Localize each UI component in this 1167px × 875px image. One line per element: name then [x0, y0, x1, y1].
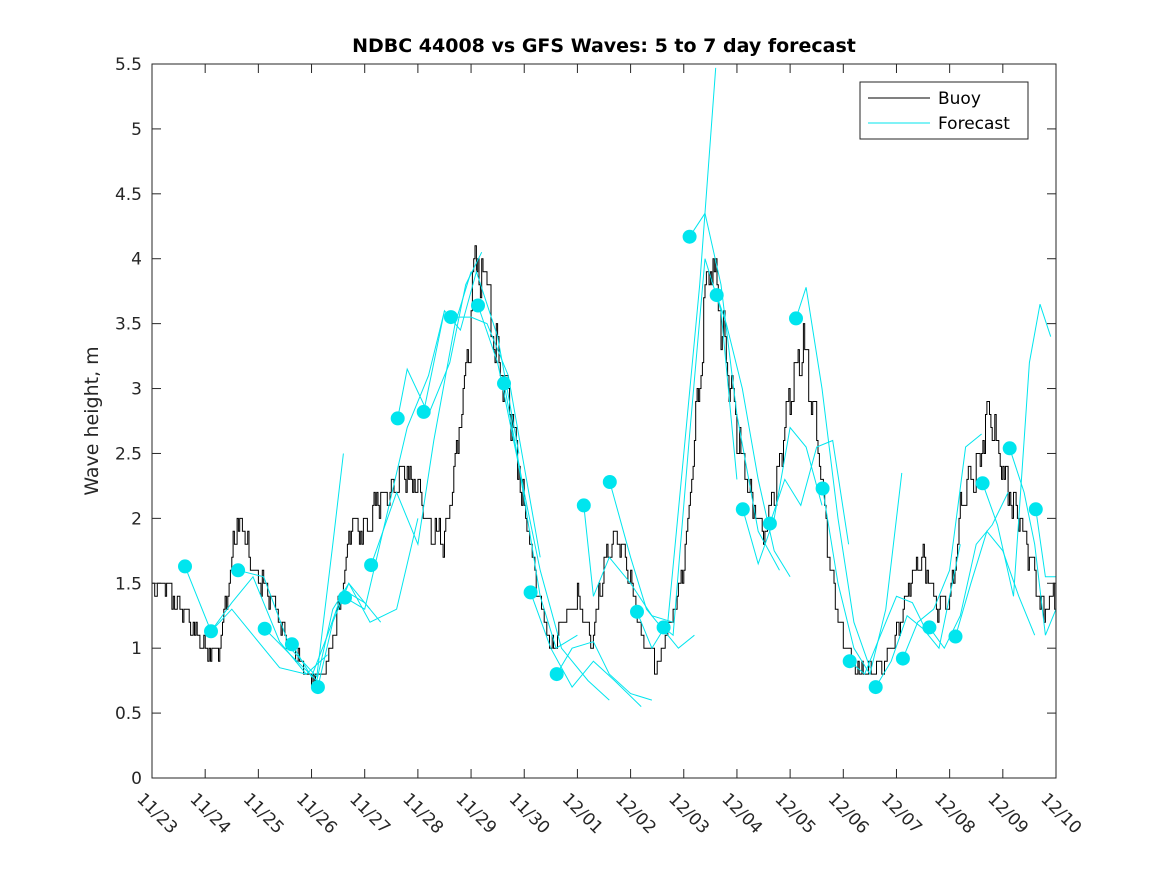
forecast-line-33 [1035, 509, 1056, 578]
forecast-line-4 [264, 582, 371, 682]
forecast-marker-18 [630, 604, 644, 619]
forecast-marker-8 [364, 558, 379, 573]
forecast-line-16 [583, 505, 674, 623]
forecast-marker-19 [656, 620, 671, 635]
y-tick-label: 0.5 [115, 704, 142, 724]
forecast-line-19 [663, 258, 738, 637]
forecast-line-8 [370, 271, 472, 566]
forecast-line-21 [716, 294, 791, 578]
forecast-line-15 [556, 641, 653, 701]
forecast-marker-1 [178, 559, 192, 574]
forecast-marker-29 [922, 620, 937, 635]
forecast-marker-26 [842, 654, 857, 669]
forecast-line-32 [1009, 448, 1056, 636]
forecast-line-11 [450, 316, 541, 558]
forecast-line-28 [902, 433, 982, 659]
legend-buoy-label: Buoy [938, 89, 981, 109]
forecast-line-9 [397, 251, 483, 419]
forecast-marker-27 [868, 680, 883, 695]
forecast-line-22 [742, 426, 823, 566]
forecast-line-17 [609, 481, 695, 649]
forecast-marker-32 [1002, 441, 1017, 456]
y-tick-label: 5 [131, 120, 142, 140]
forecast-line-7 [344, 310, 445, 610]
forecast-marker-28 [895, 651, 910, 666]
forecast-marker-33 [1028, 502, 1043, 517]
forecast-line-3 [237, 453, 344, 678]
forecast-marker-3 [231, 563, 246, 578]
y-tick-label: 1.5 [115, 574, 142, 594]
chart-title: NDBC 44008 vs GFS Waves: 5 to 7 day fore… [352, 35, 856, 57]
forecast-line-12 [477, 305, 578, 649]
forecast-marker-16 [576, 498, 591, 513]
axes-box [151, 63, 1057, 779]
forecast-marker-23 [762, 516, 777, 531]
forecast-line-26 [849, 595, 929, 675]
y-tick-label: 5.5 [115, 55, 142, 75]
forecast-line-2 [210, 575, 328, 675]
forecast-marker-9 [390, 411, 405, 426]
forecast-marker-4 [257, 621, 272, 636]
forecast-marker-7 [338, 590, 352, 605]
y-tick-label: 1 [131, 639, 142, 659]
y-axis-label: Wave height, m [81, 346, 103, 495]
forecast-line-29 [928, 492, 1009, 650]
forecast-marker-6 [310, 680, 325, 695]
y-tick-label: 4.5 [115, 185, 142, 205]
forecast-marker-30 [948, 629, 963, 644]
forecast-marker-2 [204, 624, 218, 639]
y-tick-label: 4 [131, 250, 142, 270]
forecast-marker-21 [709, 288, 724, 303]
forecast-marker-5 [284, 637, 299, 652]
forecast-marker-20 [682, 229, 697, 244]
forecast-marker-15 [549, 667, 564, 682]
legend-forecast-label: Forecast [938, 114, 1010, 134]
forecast-marker-11 [443, 310, 458, 325]
forecast-line-27 [875, 544, 961, 688]
forecast-line-30 [955, 530, 1036, 637]
y-tick-label: 0 [131, 769, 142, 789]
forecast-line-24 [795, 287, 871, 668]
buoy-line [152, 245, 1056, 688]
forecast-line-23 [769, 439, 850, 545]
y-tick-label: 3.5 [115, 315, 142, 335]
y-tick-label: 3 [131, 380, 142, 400]
forecast-line-1 [184, 566, 307, 675]
forecast-marker-25 [815, 481, 830, 496]
forecast-line-10 [423, 269, 520, 454]
forecast-line-20 [689, 212, 780, 571]
y-tick-label: 2 [131, 509, 142, 529]
legend: Buoy Forecast [859, 81, 1029, 140]
forecast-marker-24 [789, 311, 803, 326]
legend-box [859, 81, 1029, 140]
forecast-marker-31 [975, 476, 990, 491]
forecast-marker-13 [497, 376, 511, 391]
forecast-line-13 [503, 383, 610, 701]
forecast-marker-17 [602, 475, 617, 489]
forecast-line-5 [291, 589, 382, 678]
forecast-marker-22 [735, 502, 750, 517]
y-tick-label: 2.5 [115, 444, 142, 464]
data-layer [152, 67, 1056, 707]
forecast-marker-12 [471, 298, 485, 313]
forecast-line-25 [822, 472, 903, 676]
forecast-marker-14 [523, 585, 538, 600]
forecast-marker-10 [416, 404, 431, 419]
forecast-line-6 [317, 518, 419, 688]
forecast-line-18 [636, 67, 717, 650]
forecast-line-14 [530, 592, 642, 707]
forecast-line-31 [982, 304, 1052, 597]
